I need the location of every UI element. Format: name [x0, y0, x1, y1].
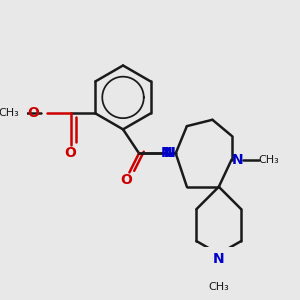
Text: CH₃: CH₃	[258, 155, 279, 165]
Text: CH₃: CH₃	[0, 108, 20, 118]
Text: O: O	[27, 106, 39, 120]
Text: N: N	[161, 146, 172, 160]
Text: O: O	[120, 173, 132, 188]
Text: N: N	[213, 252, 225, 266]
Text: CH₃: CH₃	[208, 282, 229, 292]
Text: O: O	[64, 146, 76, 160]
Text: N: N	[164, 146, 176, 160]
Text: N: N	[164, 146, 176, 160]
Text: N: N	[232, 153, 243, 167]
